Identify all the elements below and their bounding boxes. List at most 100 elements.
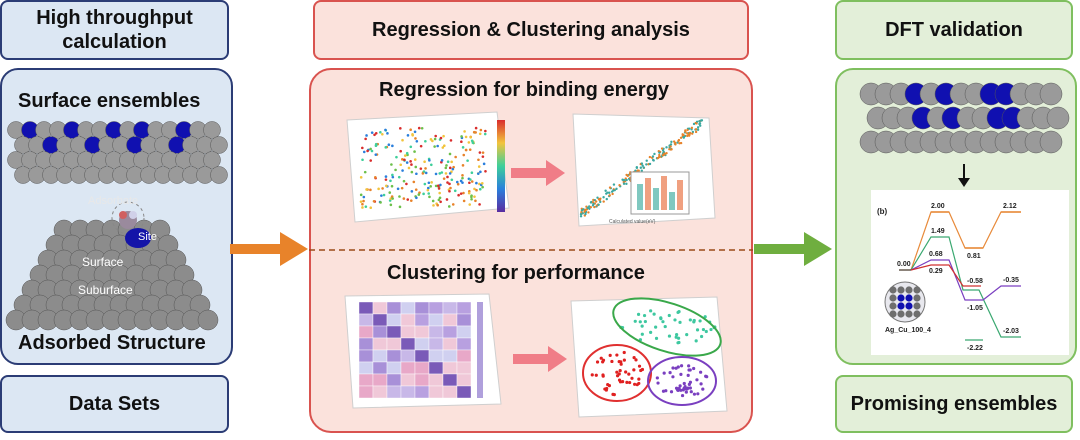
embedding-point xyxy=(363,170,367,174)
embedding-point xyxy=(460,140,463,143)
embedding-point xyxy=(379,130,382,134)
heatmap-cell xyxy=(414,349,430,363)
cluster-point xyxy=(595,360,600,364)
mini-atom xyxy=(905,310,913,318)
parity-point xyxy=(656,156,660,160)
embedding-point xyxy=(424,139,427,143)
embedding-point xyxy=(394,168,397,172)
embedding-point xyxy=(401,169,404,172)
embedding-point xyxy=(468,203,472,206)
embedding-point xyxy=(440,171,444,174)
parity-point xyxy=(635,166,639,170)
cluster-point xyxy=(671,366,675,370)
energy-value: 1.49 xyxy=(931,228,945,235)
cluster-point xyxy=(662,371,666,375)
embedding-point xyxy=(438,196,442,200)
left-panel: Surface ensembles Adsorbate Site Surface… xyxy=(0,68,233,365)
embedding-point xyxy=(436,184,440,188)
embedding-point xyxy=(470,171,474,175)
mini-atom xyxy=(905,294,913,302)
regression-clustering-label: Regression & Clustering analysis xyxy=(313,0,749,60)
cluster-point xyxy=(642,313,647,318)
embedding-point xyxy=(391,197,394,200)
embedding-point xyxy=(448,172,452,175)
embedding-point xyxy=(474,126,478,130)
mini-atom xyxy=(889,286,897,294)
embedding-point xyxy=(424,167,427,170)
embedding-point xyxy=(446,175,449,179)
embedding-point xyxy=(443,144,446,148)
heatmap-cell xyxy=(442,361,458,375)
embedding-point xyxy=(448,189,451,193)
mini-atom xyxy=(905,286,913,294)
parity-point xyxy=(598,198,602,201)
cluster-point xyxy=(636,312,641,316)
embedding-point xyxy=(370,149,374,153)
dft-validation-label: DFT validation xyxy=(835,0,1073,60)
embedding-point xyxy=(439,200,442,204)
surface-ensembles-title: Surface ensembles xyxy=(18,90,201,112)
site-label: Site xyxy=(138,231,157,243)
energy-value: 0.00 xyxy=(897,261,911,268)
cluster-point xyxy=(688,380,693,384)
parity-point xyxy=(688,127,691,130)
surface-atom xyxy=(210,166,228,184)
cluster-point xyxy=(692,392,697,396)
parity-point xyxy=(622,182,626,185)
embedding-point xyxy=(407,166,411,170)
parity-point xyxy=(608,194,611,197)
embedding-point xyxy=(417,126,421,130)
embedding-point xyxy=(391,144,394,148)
cluster-point xyxy=(679,364,684,368)
embedding-point xyxy=(474,131,477,134)
embedding-point xyxy=(461,181,464,184)
embedding-point xyxy=(423,160,426,164)
embedding-point xyxy=(414,137,417,140)
parity-point xyxy=(645,163,648,166)
embedding-point xyxy=(388,199,392,202)
parity-point xyxy=(611,192,614,196)
heatmap-cell xyxy=(442,349,458,363)
surface-label: Surface xyxy=(82,255,124,269)
energy-value: 2.12 xyxy=(1003,203,1017,210)
embedding-point xyxy=(451,167,455,171)
mini-atom xyxy=(897,286,905,294)
embedding-point xyxy=(451,203,455,206)
embedding-point xyxy=(379,201,382,204)
embedding-point xyxy=(372,199,376,203)
energy-value: -0.35 xyxy=(1003,277,1019,284)
embedding-point xyxy=(449,139,453,142)
embedding-point xyxy=(467,141,471,144)
heatmap-cell xyxy=(428,325,444,339)
parity-point xyxy=(672,140,676,143)
regression-embedding-plot xyxy=(346,111,510,223)
embedding-point xyxy=(431,199,435,203)
embedding-point xyxy=(387,143,391,147)
embedding-point xyxy=(403,158,406,162)
heatmap-cell xyxy=(358,337,374,351)
embedding-point xyxy=(448,166,452,170)
parity-point xyxy=(626,174,629,178)
heatmap-cell xyxy=(428,349,444,363)
cluster-point xyxy=(640,367,645,372)
mini-atom xyxy=(889,294,897,302)
clustering-title: Clustering for performance xyxy=(387,262,645,284)
embedding-point xyxy=(462,199,466,203)
embedding-point xyxy=(391,175,395,179)
embedding-point xyxy=(361,202,364,206)
cluster-point xyxy=(701,387,705,391)
mini-atom xyxy=(889,302,897,310)
embedding-point xyxy=(471,141,475,144)
embedding-point xyxy=(410,190,414,193)
embedding-point xyxy=(432,204,435,207)
embedding-point xyxy=(430,181,433,184)
parity-point xyxy=(605,197,608,201)
parity-point xyxy=(670,148,673,151)
parity-point xyxy=(681,133,684,136)
cluster-point xyxy=(612,393,616,397)
cluster-point xyxy=(668,371,672,375)
parity-point xyxy=(653,152,656,156)
embedding-point xyxy=(433,145,436,148)
heatmap-cell xyxy=(400,373,416,387)
cluster-point xyxy=(633,382,637,386)
